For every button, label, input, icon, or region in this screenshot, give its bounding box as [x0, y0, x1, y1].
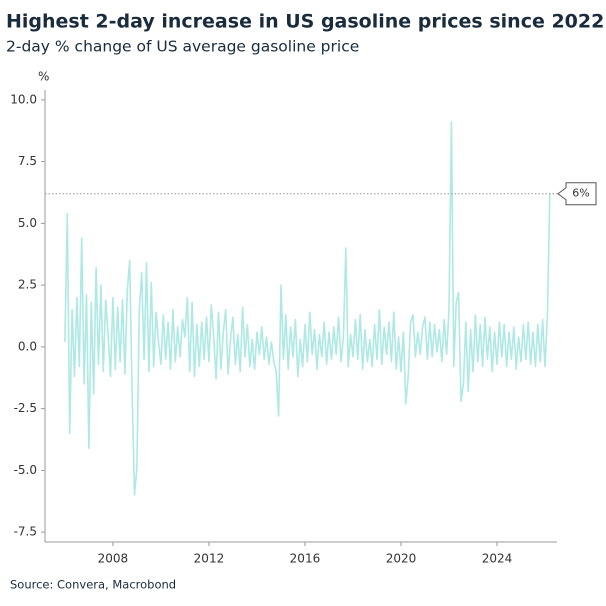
- y-unit: %: [38, 70, 49, 84]
- x-tick-label: 2012: [194, 552, 225, 566]
- chart-title: Highest 2-day increase in US gasoline pr…: [6, 11, 604, 33]
- annotation-box: [557, 182, 597, 206]
- source-note: Source: Convera, Macrobond: [10, 578, 176, 592]
- y-tick-label: -5.0: [14, 463, 37, 477]
- data-line: [64, 121, 551, 496]
- x-tick-label: 2016: [290, 552, 321, 566]
- annotation-label: 6%: [572, 187, 589, 200]
- y-tick-label: 2.5: [18, 278, 37, 292]
- chart-subtitle: 2-day % change of US average gasoline pr…: [6, 38, 359, 56]
- y-tick-label: 10.0: [10, 92, 37, 106]
- x-tick-label: 2008: [98, 552, 129, 566]
- y-tick-label: 7.5: [18, 154, 37, 168]
- x-tick-label: 2024: [482, 552, 513, 566]
- y-tick-label: 0.0: [18, 339, 37, 353]
- y-tick-label: 5.0: [18, 216, 37, 230]
- y-tick-label: -2.5: [14, 401, 37, 415]
- y-tick-label: -7.5: [14, 525, 37, 539]
- x-tick-label: 2020: [386, 552, 417, 566]
